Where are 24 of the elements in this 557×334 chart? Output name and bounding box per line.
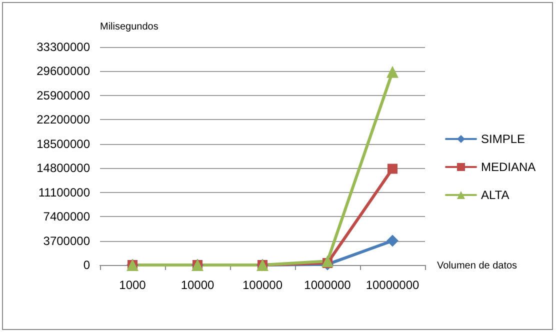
x-axis-title: Volumen de datos (437, 260, 518, 272)
x-tick-label: 10000 (180, 278, 215, 292)
y-tick-label: 7400000 (43, 210, 90, 224)
y-tick-label: 11100000 (38, 185, 90, 200)
x-tick-label: 10000000 (366, 278, 420, 292)
point (388, 164, 398, 174)
x-tick-label: 1000 (119, 278, 146, 292)
y-tick-label: 3700000 (43, 234, 90, 248)
x-tick-label: 1000000 (304, 278, 352, 292)
y-tick-label: 18500000 (36, 136, 90, 151)
point (322, 255, 334, 268)
legend-label: SIMPLE (481, 132, 526, 146)
y-axis-title: Milisegundos (100, 22, 158, 32)
point (386, 66, 398, 78)
y-tick-label: 25900000 (36, 88, 90, 102)
y-tick-label: 22200000 (36, 112, 90, 127)
legend-label: MEDIANA (481, 160, 536, 174)
y-tick-label: 29600000 (36, 64, 90, 78)
x-tick-label: 100000 (242, 278, 283, 292)
y-tick-label: 33300000 (36, 40, 90, 54)
legend-label: ALTA (481, 188, 510, 202)
y-tick-label: 14800000 (36, 161, 90, 176)
point (386, 234, 398, 247)
y-tick-label: 0 (83, 258, 90, 272)
